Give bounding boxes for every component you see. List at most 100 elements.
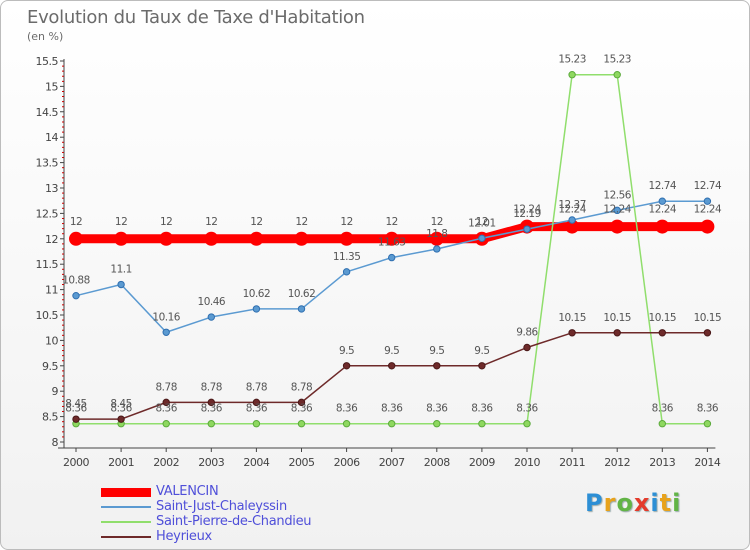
x-tick-label: 2004 [243, 456, 269, 469]
data-point-saint-just-chaleyssin [388, 253, 396, 262]
legend-label-heyrieux: Heyrieux [156, 529, 212, 544]
data-point-saint-pierre-de-chandieu [478, 420, 486, 428]
data-label-valencin: 12 [386, 216, 398, 228]
y-tick-label: 12.5 [36, 207, 59, 220]
data-point-valencin [69, 231, 83, 246]
y-tick-label: 8 [52, 436, 59, 449]
data-label-valencin: 12 [431, 216, 443, 228]
data-point-heyrieux [297, 398, 306, 407]
legend-swatch-saint-pierre-de-chandieu [101, 521, 151, 523]
data-point-heyrieux [568, 329, 576, 337]
data-point-saint-pierre-de-chandieu [568, 71, 576, 79]
data-point-valencin [384, 231, 399, 246]
data-point-saint-pierre-de-chandieu [658, 420, 666, 428]
data-label-valencin: 12 [115, 216, 127, 228]
data-label-heyrieux: 10.15 [558, 312, 586, 324]
x-tick-label: 2013 [649, 456, 675, 469]
data-point-heyrieux [207, 398, 216, 407]
data-point-saint-pierre-de-chandieu [297, 420, 306, 428]
data-label-valencin: 12 [70, 216, 82, 228]
data-point-saint-just-chaleyssin [207, 313, 216, 321]
data-label-heyrieux: 9.5 [474, 345, 489, 357]
data-label-saint-just-chaleyssin: 10.62 [243, 288, 271, 300]
data-label-saint-just-chaleyssin: 10.62 [288, 288, 316, 300]
chart-legend: VALENCIN Saint-Just-Chaleyssin Saint-Pie… [101, 484, 361, 545]
data-label-heyrieux: 8.78 [156, 381, 177, 393]
y-tick-label: 9.5 [42, 360, 58, 373]
data-label-saint-just-chaleyssin: 12.74 [694, 180, 722, 192]
data-point-saint-pierre-de-chandieu [703, 420, 712, 428]
data-label-heyrieux: 9.86 [516, 327, 538, 339]
data-point-saint-pierre-de-chandieu [342, 420, 351, 428]
data-point-heyrieux [72, 415, 80, 423]
data-point-heyrieux [252, 398, 261, 407]
data-point-saint-just-chaleyssin [252, 305, 261, 313]
data-label-heyrieux: 10.15 [694, 312, 722, 324]
legend-swatch-heyrieux [101, 536, 151, 538]
data-point-heyrieux [117, 415, 125, 423]
x-tick-label: 2002 [153, 456, 179, 469]
y-tick-label: 8.5 [42, 411, 58, 424]
data-label-saint-pierre-de-chandieu: 8.36 [110, 403, 132, 415]
data-label-valencin: 12.24 [603, 204, 631, 216]
data-label-valencin: 12 [160, 216, 172, 228]
data-point-heyrieux [433, 362, 441, 370]
data-label-valencin: 12.24 [694, 204, 722, 216]
data-point-heyrieux [388, 362, 396, 370]
y-tick-label: 12 [45, 233, 58, 246]
legend-item-heyrieux: Heyrieux [101, 529, 361, 545]
data-point-valencin [204, 231, 219, 246]
data-label-saint-just-chaleyssin: 11.35 [333, 251, 361, 263]
x-tick-label: 2012 [604, 456, 630, 469]
legend-item-saint-just-chaleyssin: Saint-Just-Chaleyssin [101, 499, 361, 515]
data-point-heyrieux [658, 329, 666, 337]
data-label-saint-just-chaleyssin: 10.46 [198, 296, 226, 308]
data-label-valencin: 12 [250, 216, 262, 228]
data-label-saint-pierre-de-chandieu: 15.23 [603, 54, 631, 66]
data-label-valencin: 12 [340, 216, 352, 228]
data-label-saint-pierre-de-chandieu: 8.36 [697, 403, 719, 415]
data-label-saint-just-chaleyssin: 11.63 [378, 237, 406, 249]
legend-label-valencin: VALENCIN [156, 484, 219, 499]
data-point-saint-pierre-de-chandieu [252, 420, 261, 428]
y-tick-label: 14.5 [36, 106, 59, 119]
data-label-saint-just-chaleyssin: 11.1 [110, 264, 131, 276]
x-tick-label: 2000 [63, 456, 89, 469]
data-point-saint-just-chaleyssin [72, 291, 80, 300]
x-tick-label: 2011 [559, 456, 585, 469]
data-point-saint-pierre-de-chandieu [433, 420, 441, 428]
y-tick-label: 11.5 [36, 258, 59, 271]
data-label-saint-just-chaleyssin: 12.56 [603, 189, 631, 201]
y-tick-label: 15 [45, 80, 58, 93]
x-tick-label: 2010 [514, 456, 540, 469]
data-point-valencin [114, 231, 129, 246]
data-label-saint-pierre-de-chandieu: 8.36 [471, 403, 493, 415]
data-point-valencin [610, 219, 625, 234]
data-point-valencin [339, 231, 354, 246]
data-label-saint-just-chaleyssin: 12.01 [468, 217, 496, 229]
data-label-heyrieux: 10.15 [603, 312, 631, 324]
data-point-saint-pierre-de-chandieu [207, 420, 216, 428]
legend-label-saint-pierre-de-chandieu: Saint-Pierre-de-Chandieu [156, 514, 312, 529]
y-tick-label: 10 [45, 334, 58, 347]
data-point-heyrieux [478, 362, 486, 370]
data-point-saint-pierre-de-chandieu [523, 420, 531, 428]
data-label-heyrieux: 8.78 [246, 381, 267, 393]
data-label-valencin: 12.24 [649, 204, 677, 216]
data-point-saint-pierre-de-chandieu [388, 420, 396, 428]
x-tick-label: 2001 [108, 456, 134, 469]
x-tick-label: 2003 [198, 456, 224, 469]
data-label-valencin: 12 [295, 216, 307, 228]
data-label-valencin: 12 [205, 216, 217, 228]
data-label-valencin: 12 [476, 216, 488, 228]
data-label-saint-pierre-de-chandieu: 8.36 [291, 403, 313, 415]
proxiti-logo: Proxiti [585, 489, 682, 517]
legend-item-saint-pierre-de-chandieu: Saint-Pierre-de-Chandieu [101, 514, 361, 530]
data-label-heyrieux: 8.78 [291, 381, 312, 393]
data-point-valencin [249, 231, 264, 246]
y-tick-label: 10.5 [36, 309, 59, 322]
data-point-saint-just-chaleyssin [433, 245, 441, 253]
data-point-valencin [159, 231, 174, 246]
